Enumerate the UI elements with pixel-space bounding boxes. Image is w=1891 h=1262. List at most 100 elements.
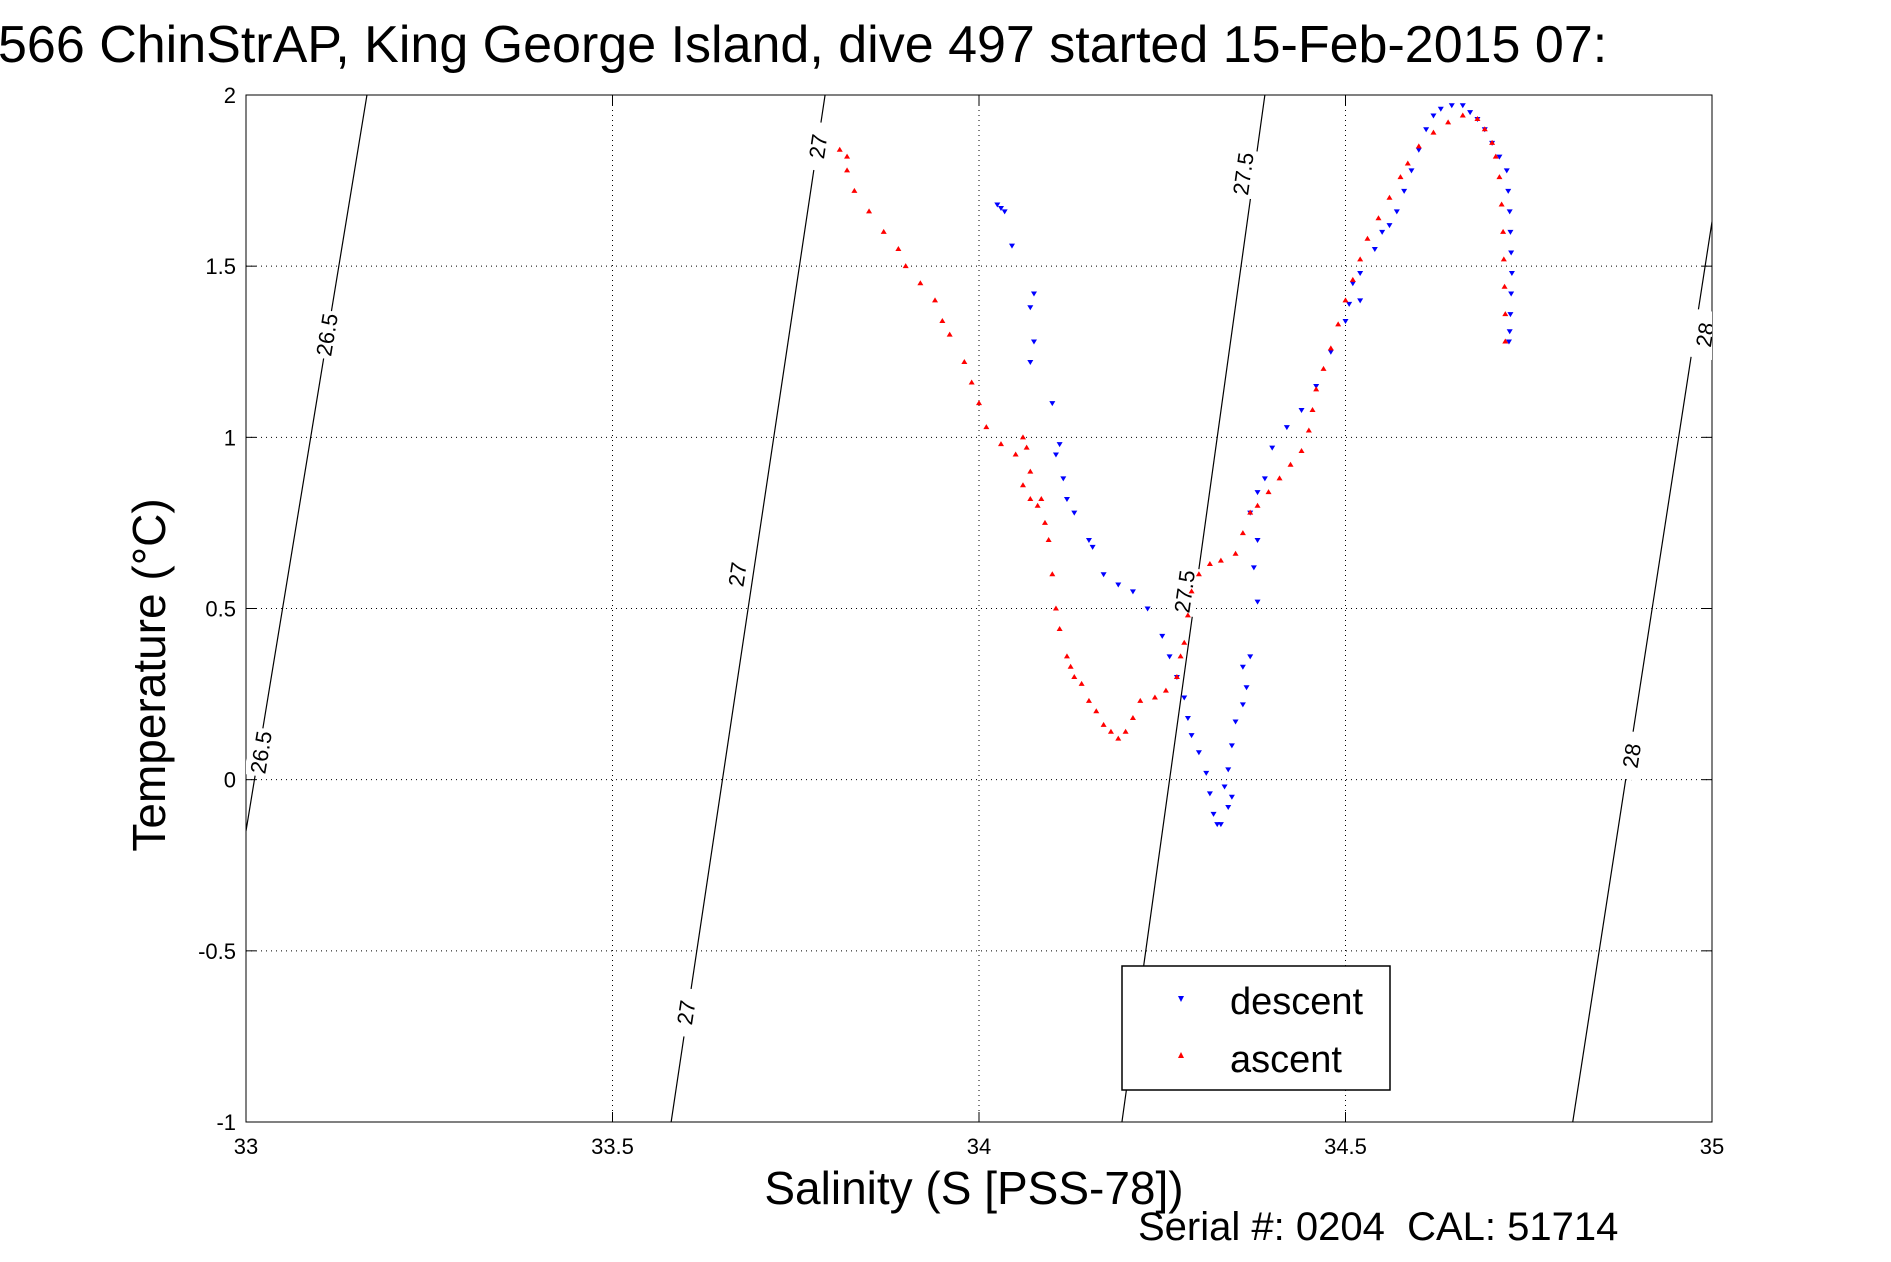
legend-descent-label: descent xyxy=(1230,981,1364,1023)
descent-point xyxy=(1508,291,1515,297)
descent-point xyxy=(997,205,1004,211)
ascent-point xyxy=(836,146,843,152)
descent-point xyxy=(1195,750,1202,756)
ascent-point xyxy=(1217,557,1224,563)
descent-point xyxy=(1371,247,1378,253)
x-tick-label: 33 xyxy=(234,1134,258,1159)
ascent-point xyxy=(1397,174,1404,180)
chart-title: 566 ChinStrAP, King George Island, dive … xyxy=(0,16,1607,74)
isopycnal-label: 28 xyxy=(1691,321,1719,349)
x-tick-label: 34.5 xyxy=(1324,1134,1367,1159)
ascent-point xyxy=(1481,126,1488,132)
y-axis-label: Temperature (°C) xyxy=(123,498,175,851)
isopycnal-label: 27 xyxy=(723,560,751,588)
ascent-point xyxy=(1027,468,1034,474)
descent-point xyxy=(1243,685,1250,691)
descent-point xyxy=(1030,339,1037,345)
descent-point xyxy=(1423,127,1430,133)
descent-point xyxy=(1225,767,1232,773)
ascent-point xyxy=(844,153,851,159)
ascent-point xyxy=(1041,519,1048,525)
descent-point xyxy=(1166,654,1173,660)
y-tick-label: 0 xyxy=(224,768,236,793)
ascent-point xyxy=(1276,475,1283,481)
descent-point xyxy=(1393,209,1400,215)
ascent-point xyxy=(1019,482,1026,488)
ascent-point xyxy=(997,441,1004,447)
descent-point xyxy=(1027,305,1034,311)
descent-point xyxy=(1228,794,1235,800)
y-tick-label: -1 xyxy=(216,1110,236,1135)
ascent-point xyxy=(1107,728,1114,734)
descent-point xyxy=(1269,445,1276,451)
ascent-point xyxy=(1122,728,1129,734)
ascent-point xyxy=(1100,721,1107,727)
isopycnal-line xyxy=(246,95,368,832)
ascent-point xyxy=(1052,605,1059,611)
isopycnal-label: 27.5 xyxy=(1169,569,1200,615)
descent-point xyxy=(1115,582,1122,588)
ascent-point xyxy=(1181,639,1188,645)
ascent-point xyxy=(1038,495,1045,501)
ascent-point xyxy=(1027,495,1034,501)
y-tick-label: 1.5 xyxy=(205,254,236,279)
ascent-point xyxy=(1012,451,1019,457)
ascent-point xyxy=(1071,673,1078,679)
descent-point xyxy=(1430,113,1437,119)
descent-point xyxy=(1188,733,1195,739)
ascent-point xyxy=(1056,626,1063,632)
descent-point xyxy=(1448,103,1455,109)
y-tick-label: -0.5 xyxy=(198,939,236,964)
ascent-point xyxy=(1247,509,1254,515)
descent-point xyxy=(1239,664,1246,670)
legend: descent ascent xyxy=(1121,965,1391,1091)
ascent-point xyxy=(1415,143,1422,149)
descent-point xyxy=(1507,312,1514,318)
descent-point xyxy=(1250,565,1257,571)
ascent-point xyxy=(1023,444,1030,450)
descent-point xyxy=(994,202,1001,208)
descent-point xyxy=(1228,743,1235,749)
descent-point xyxy=(1506,209,1513,215)
isopycnal-label-bg xyxy=(1226,148,1260,200)
descent-point xyxy=(1408,168,1415,174)
ascent-point xyxy=(1430,129,1437,135)
descent-point xyxy=(1437,106,1444,112)
ascent-point xyxy=(932,297,939,303)
axes-box xyxy=(245,94,1713,1123)
ascent-point xyxy=(1313,386,1320,392)
ascent-point xyxy=(1129,715,1136,721)
descent-point xyxy=(1507,229,1514,235)
descent-point xyxy=(1225,805,1232,811)
descent-point xyxy=(1129,589,1136,595)
ascent-point xyxy=(917,280,924,286)
ascent-point xyxy=(1019,434,1026,440)
descent-point xyxy=(1508,250,1515,256)
ascent-point xyxy=(1375,215,1382,221)
descent-point xyxy=(1254,538,1261,544)
y-tick-label: 2 xyxy=(224,83,236,108)
ascent-point xyxy=(1500,256,1507,262)
serial-cal-footer: Serial #: 0204 CAL: 51714 xyxy=(1138,1205,1618,1249)
descent-point xyxy=(1049,401,1056,407)
ascent-point xyxy=(961,359,968,365)
descent-point xyxy=(1254,599,1261,605)
isopycnal-label: 27 xyxy=(804,132,832,160)
ascent-point xyxy=(1034,502,1041,508)
x-tick-label: 34 xyxy=(967,1134,991,1159)
ascent-point xyxy=(1445,119,1452,125)
ascent-point xyxy=(1078,680,1085,686)
ascent-point xyxy=(1115,735,1122,741)
ascent-point xyxy=(1320,365,1327,371)
ascent-point xyxy=(1232,550,1239,556)
ascent-point xyxy=(1045,537,1052,543)
descent-point xyxy=(1467,110,1474,116)
ascent-point xyxy=(1162,687,1169,693)
isopycnal-line xyxy=(1572,221,1712,1122)
ascent-point xyxy=(1498,201,1505,207)
descent-point xyxy=(1027,360,1034,366)
descent-point xyxy=(1203,770,1210,776)
ascent-point xyxy=(939,317,946,323)
ascent-point xyxy=(1254,502,1261,508)
